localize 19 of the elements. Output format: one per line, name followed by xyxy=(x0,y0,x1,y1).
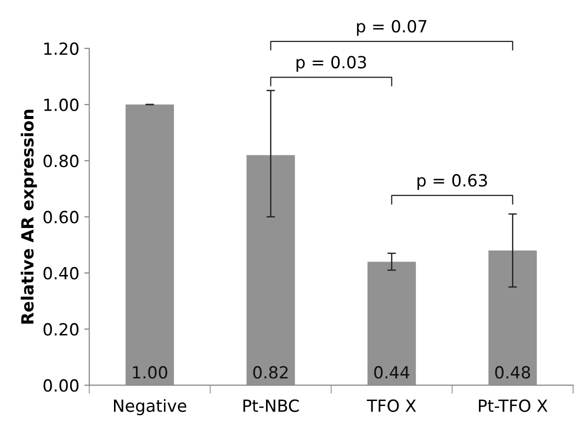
y-tick-label: 1.00 xyxy=(44,98,78,112)
annotation: p = 0.63 xyxy=(418,174,487,190)
y-tick-label: 0.80 xyxy=(44,154,78,168)
y-tick-label: 0.20 xyxy=(44,323,78,336)
annotation: p = 0.03 xyxy=(296,56,366,72)
y-tick-label: 1.20 xyxy=(44,42,78,55)
y-tick-label: 0.40 xyxy=(44,266,78,280)
text: p = 0.07 xyxy=(357,20,426,36)
y-tick-label: 0.60 xyxy=(44,210,78,224)
data-label: 1.00 xyxy=(133,366,168,379)
data-label: 0.82 xyxy=(253,366,288,379)
x-tick-label: Negative xyxy=(114,399,186,416)
y-axis-title: Relative AR expression xyxy=(20,110,37,324)
x-tick-label: Pt-NBC xyxy=(243,399,299,412)
data-label: 0.48 xyxy=(495,366,530,379)
x-tick-label: Pt-TFO X xyxy=(478,399,548,412)
y-tick-label: 0.00 xyxy=(44,379,78,392)
x-tick-label: TFO X xyxy=(366,399,416,412)
data-label: 0.44 xyxy=(374,366,410,379)
